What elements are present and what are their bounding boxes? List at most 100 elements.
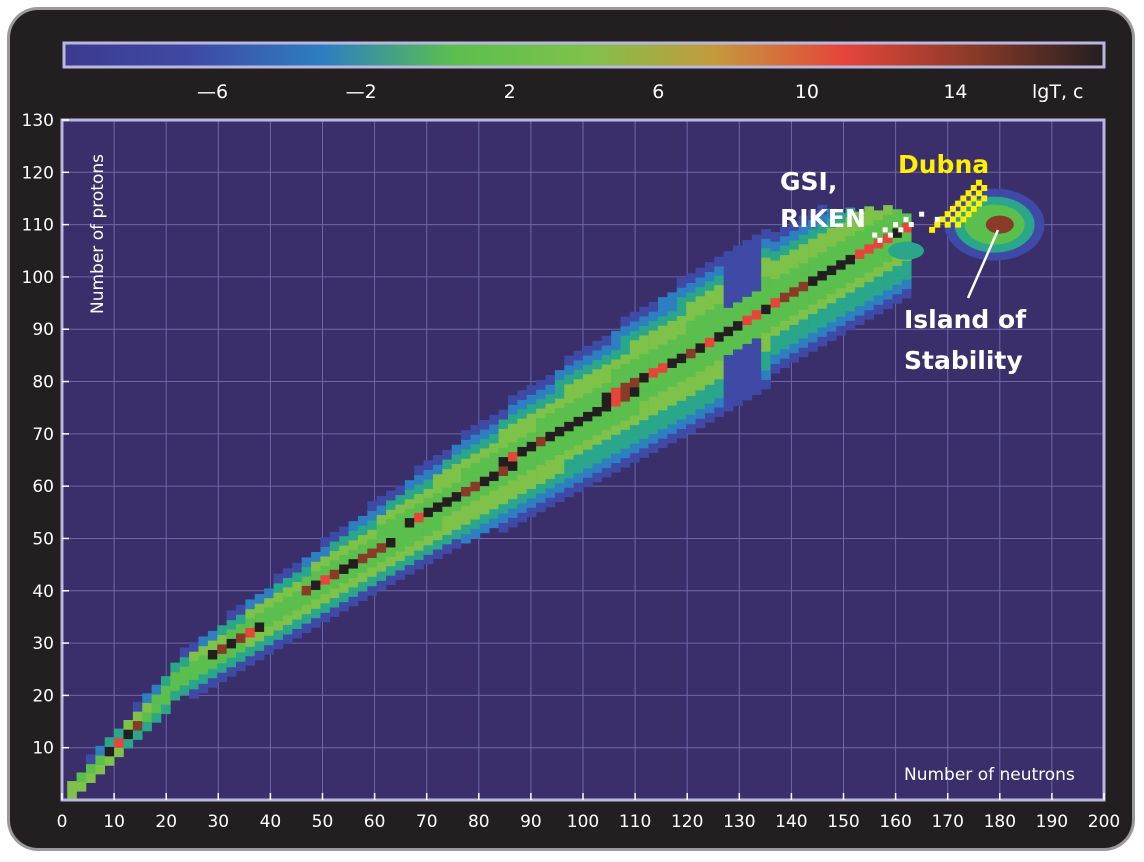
band-cell <box>836 316 846 327</box>
band-cell <box>761 238 771 249</box>
band-cell <box>873 248 884 258</box>
band-cell <box>761 379 771 390</box>
band-cell <box>564 421 574 432</box>
colorbar-ticks: —6 —2 2 6 10 14 <box>197 81 967 103</box>
band-cell <box>751 234 762 245</box>
band-cell <box>404 564 415 575</box>
annotation-riken: RIKEN <box>780 204 866 233</box>
band-cell <box>217 672 227 683</box>
band-cell <box>236 614 246 625</box>
band-cell <box>779 320 790 331</box>
band-cell <box>282 634 293 644</box>
band-cell <box>226 657 237 668</box>
band-cell <box>629 339 640 350</box>
band-cell <box>273 639 284 650</box>
band-cell <box>583 468 593 478</box>
band-cell <box>114 728 124 739</box>
band-cell <box>348 577 359 588</box>
band-cell <box>348 530 359 541</box>
band-cell <box>254 622 265 632</box>
band-cell <box>470 434 481 445</box>
band-cell <box>808 229 818 239</box>
band-cell <box>686 358 696 368</box>
band-cell <box>798 319 809 329</box>
band-cell <box>564 412 574 422</box>
band-cell <box>601 429 612 440</box>
band-cell <box>245 618 256 628</box>
band-cell <box>123 729 134 740</box>
band-cell <box>733 302 743 312</box>
band-cell <box>770 354 781 365</box>
band-cell <box>629 368 640 378</box>
band-cell <box>404 527 415 537</box>
band-cell <box>883 289 893 300</box>
band-cell <box>873 257 884 268</box>
band-cell <box>770 231 781 242</box>
band-cell <box>376 552 387 563</box>
dubna-point <box>960 216 967 223</box>
y-tick-label: 80 <box>32 373 54 393</box>
band-cell <box>254 641 265 651</box>
y-tick-label: 60 <box>32 477 54 497</box>
band-cell <box>592 416 603 426</box>
band-cell <box>798 290 809 301</box>
band-cell <box>348 549 359 560</box>
band-cell <box>536 455 546 466</box>
gsi-riken-point <box>872 232 878 238</box>
band-cell <box>536 493 546 503</box>
band-cell <box>770 344 781 355</box>
band-cell <box>817 336 828 347</box>
band-cell <box>817 327 828 337</box>
band-cell <box>648 339 659 350</box>
band-cell <box>808 342 818 352</box>
band-cell <box>592 369 603 379</box>
band-cell <box>695 380 706 391</box>
band-cell <box>536 464 546 475</box>
band-cell <box>160 676 171 686</box>
band-cell <box>526 385 537 395</box>
band-cell <box>714 369 724 380</box>
band-cell <box>132 730 143 740</box>
band-cell <box>667 320 678 331</box>
band-cell <box>751 309 762 320</box>
band-cell <box>320 565 331 576</box>
band-cell <box>789 249 799 260</box>
band-cell <box>808 210 818 220</box>
band-cell <box>461 533 471 544</box>
band-cell <box>826 246 837 257</box>
y-tick-label: 100 <box>22 268 54 288</box>
band-cell <box>629 415 640 425</box>
band-cell <box>695 343 706 353</box>
band-cell <box>573 350 584 361</box>
band-cell <box>629 424 640 435</box>
band-cell <box>695 399 706 410</box>
band-cell <box>536 483 546 494</box>
band-cell <box>686 386 696 396</box>
band-cell <box>367 567 377 577</box>
band-cell <box>789 277 799 288</box>
band-cell <box>498 409 509 420</box>
band-cell <box>564 468 574 479</box>
band-cell <box>798 272 809 282</box>
band-cell <box>611 415 621 426</box>
band-cell <box>226 638 237 649</box>
band-cell <box>658 428 668 439</box>
band-cell <box>873 295 884 305</box>
band-cell <box>301 576 312 586</box>
band-cell <box>451 529 462 540</box>
band-cell <box>142 702 152 713</box>
band-cell <box>386 490 396 501</box>
band-cell <box>254 593 265 604</box>
band-cell <box>339 526 349 537</box>
band-cell <box>611 330 621 341</box>
band-cell <box>217 634 227 645</box>
band-cell <box>432 455 443 465</box>
band-cell <box>301 557 312 568</box>
band-cell <box>264 635 274 646</box>
band-cell <box>742 381 753 392</box>
band-cell <box>414 521 424 532</box>
band-cell <box>489 480 499 491</box>
band-cell <box>901 232 912 242</box>
band-cell <box>104 746 115 757</box>
